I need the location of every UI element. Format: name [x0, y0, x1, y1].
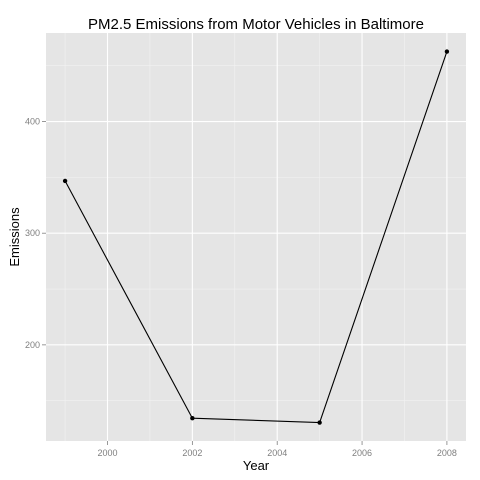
y-tick-label: 400	[25, 117, 40, 127]
x-tick-label: 2000	[97, 448, 117, 458]
y-axis-title: Emissions	[7, 207, 22, 267]
data-point	[62, 178, 68, 184]
plot-panel	[46, 33, 466, 441]
major-grid	[46, 33, 466, 441]
data-point	[444, 49, 450, 54]
y-tick-label: 300	[25, 228, 40, 238]
x-tick-label: 2002	[182, 448, 202, 458]
series-group	[62, 49, 450, 425]
chart-title: PM2.5 Emissions from Motor Vehicles in B…	[88, 16, 424, 33]
x-axis-title: Year	[243, 458, 270, 473]
x-axis-ticks: 2000 2002 2004 2006 2008	[97, 441, 457, 458]
series-line	[64, 51, 448, 424]
minor-grid	[46, 33, 466, 441]
x-tick-label: 2006	[352, 448, 372, 458]
x-tick-label: 2008	[437, 448, 457, 458]
data-point	[190, 416, 195, 421]
x-tick-label: 2004	[267, 448, 287, 458]
y-tick-label: 200	[25, 340, 40, 350]
y-axis-ticks: 200 300 400	[25, 117, 46, 350]
data-point	[317, 420, 322, 425]
